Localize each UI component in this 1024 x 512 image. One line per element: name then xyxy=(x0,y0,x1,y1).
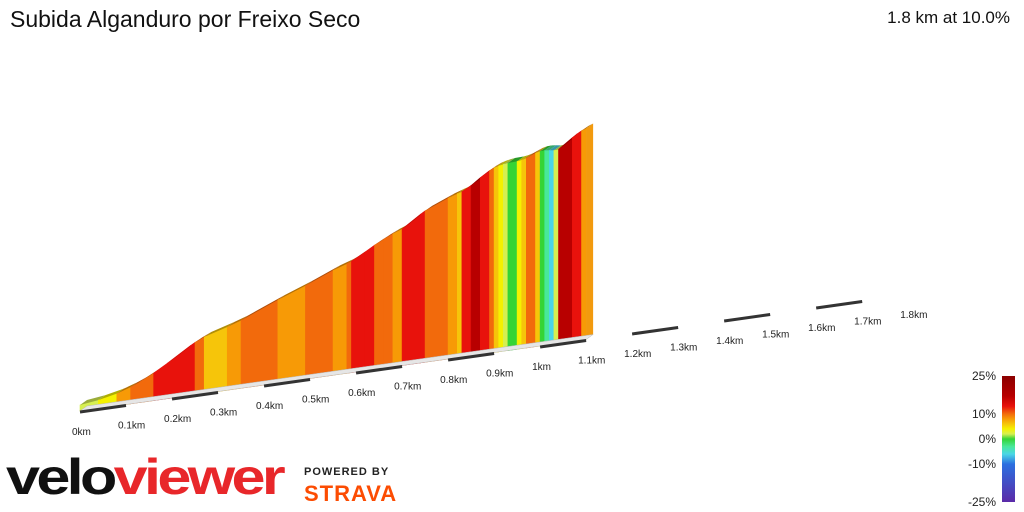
profile-end-cap xyxy=(586,123,594,340)
gradient-legend-label: 25% xyxy=(972,369,996,383)
segment-top-edge xyxy=(195,331,212,343)
distance-baseline xyxy=(79,299,863,414)
segment-top-edge xyxy=(116,382,138,394)
gradient-legend-bar xyxy=(1002,376,1015,502)
distance-tick-label: 0.6km xyxy=(348,388,375,399)
segment-top-edge xyxy=(80,395,106,405)
segment-top-edge xyxy=(549,145,561,151)
distance-tick-label: 0.8km xyxy=(440,375,467,386)
baseline-km-marker xyxy=(355,364,403,375)
segment-top-edge xyxy=(333,258,354,271)
distance-tick-label: 0.5km xyxy=(302,394,329,405)
baseline-km-marker xyxy=(171,391,219,401)
segment-top-edge xyxy=(167,340,198,364)
segment-top-edge xyxy=(383,228,400,240)
segment-top-edge xyxy=(448,188,465,199)
powered-by-label: POWERED BY xyxy=(304,466,390,478)
segment-top-edge xyxy=(425,193,456,211)
distance-tick-label: 0.2km xyxy=(164,414,191,425)
segment-top-edge xyxy=(277,280,313,300)
distance-tick-label: 0.3km xyxy=(210,407,237,418)
veloviewer-logo: velo viewer xyxy=(6,449,296,511)
segment-top-edge xyxy=(204,322,235,337)
distance-tick-label: 1.3km xyxy=(670,342,697,353)
segment-top-edge xyxy=(305,265,341,286)
segment-top-edge xyxy=(581,123,594,131)
powered-by-strava: POWERED BY STRAVA xyxy=(304,466,397,507)
distance-tick-label: 1.5km xyxy=(762,329,789,340)
segment-top-edge xyxy=(535,146,548,154)
distance-tick-label: 1.8km xyxy=(900,310,927,321)
gradient-legend-label: 10% xyxy=(972,407,996,421)
segment-top-edge xyxy=(374,234,391,246)
segment-top-edge xyxy=(98,388,124,401)
distance-ticks: 0km 0.1km 0.2km 0.3km 0.4km 0.5km 0.6km 0.7km 0.… xyxy=(72,310,927,438)
baseline-km-marker xyxy=(723,312,771,323)
baseline-km-marker xyxy=(815,299,863,310)
gradient-legend-label: 0% xyxy=(979,432,997,446)
distance-tick-label: 1.6km xyxy=(808,323,835,334)
segment-top-edge xyxy=(130,377,147,388)
distance-tick-label: 0.7km xyxy=(394,381,421,392)
segment-top-edge xyxy=(489,162,502,171)
baseline-km-marker xyxy=(539,338,587,349)
segment-top-edge xyxy=(241,294,285,321)
climb-summary: 1.8 km at 10.0% xyxy=(887,8,1010,27)
distance-tick-label: 1.4km xyxy=(716,336,743,347)
segment-top-edge xyxy=(526,148,543,159)
distance-tick-label: 0.1km xyxy=(118,420,145,431)
segment-top-edge xyxy=(503,158,515,165)
distance-tick-label: 0km xyxy=(72,427,91,438)
segment-top-edge xyxy=(494,160,506,168)
segment-top-edge xyxy=(540,145,552,152)
segment-top-edge xyxy=(521,153,534,160)
baseline-km-marker xyxy=(447,351,495,362)
baseline-km-marker xyxy=(263,378,311,388)
page-title: Subida Alganduro por Freixo Seco xyxy=(10,6,361,32)
segment-top-edge xyxy=(517,154,529,162)
segment-top-edge xyxy=(507,156,525,164)
distance-tick-label: 0.9km xyxy=(486,368,513,379)
logo-velo-text: velo xyxy=(6,452,115,505)
baseline-strip xyxy=(79,334,594,412)
segment-top-edge xyxy=(457,186,469,194)
distance-tick-label: 0.4km xyxy=(256,401,283,412)
segment-top-edge xyxy=(498,159,511,166)
strava-wordmark: STRAVA xyxy=(304,481,398,506)
distance-tick-label: 1.7km xyxy=(854,316,881,327)
baseline-km-marker xyxy=(631,325,679,336)
segment-top-edge xyxy=(227,315,249,328)
distance-tick-label: 1.2km xyxy=(624,349,651,360)
gradient-legend-label: -25% xyxy=(968,495,996,509)
logo-viewer-text: viewer xyxy=(114,452,285,505)
distance-tick-label: 1km xyxy=(532,362,551,373)
gradient-legend-label: -10% xyxy=(968,457,996,471)
segment-top-edge xyxy=(544,145,557,151)
distance-tick-label: 1.1km xyxy=(578,355,605,366)
baseline-km-marker xyxy=(79,404,127,414)
